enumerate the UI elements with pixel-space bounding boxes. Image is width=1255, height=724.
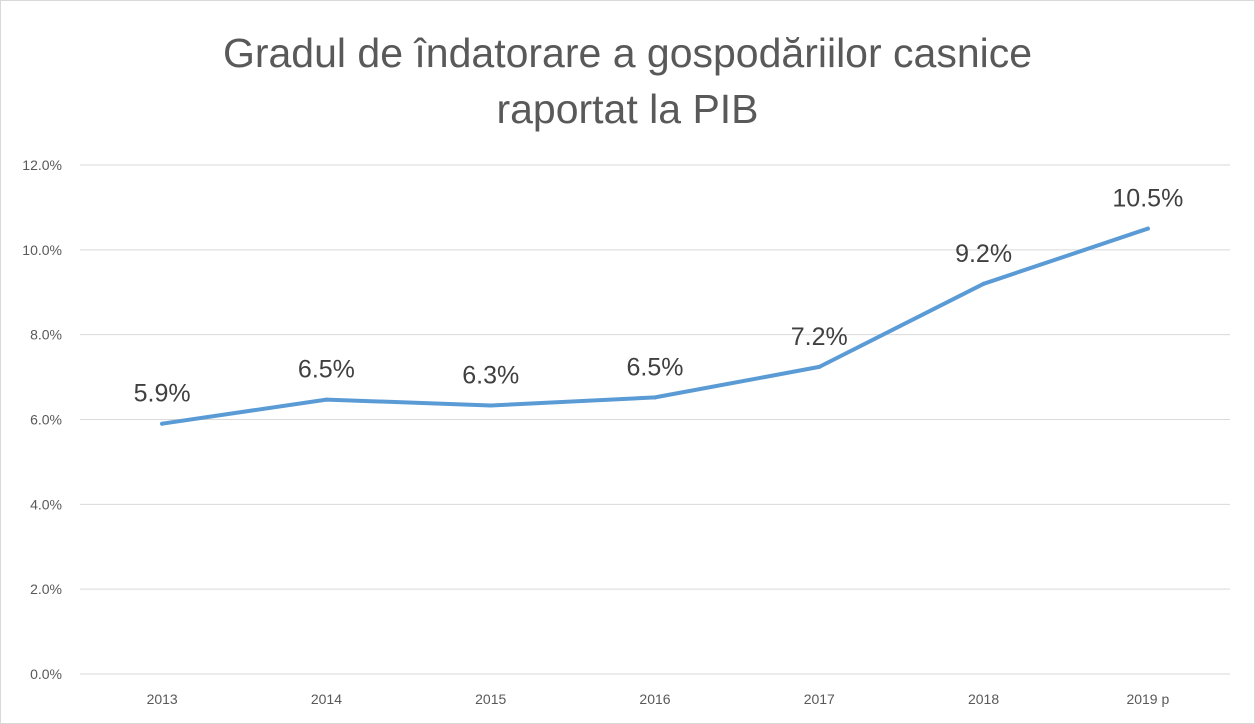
data-point [653,395,657,400]
data-labels: 5.9% 6.5% 6.3% 6.5% 7.2% 9.2% 10.5% [134,185,1184,408]
data-point [488,403,493,408]
y-tick-label: 10.0% [22,242,62,258]
chart-title: Gradul de îndatorare a gospodăriilor cas… [1,25,1254,137]
x-tick-label: 2017 [804,691,835,707]
data-point [1145,226,1150,231]
x-tick-label: 2015 [475,691,506,707]
y-tick-label: 2.0% [30,581,62,597]
y-tick-label: 0.0% [30,666,62,682]
data-label: 9.2% [955,240,1012,268]
data-point [817,364,822,369]
data-label: 6.3% [462,362,519,390]
data-point [160,421,165,426]
chart-title-line-2: raportat la PIB [496,86,759,132]
y-tick-label: 12.0% [22,157,62,173]
y-tick-label: 4.0% [30,496,62,512]
data-label: 6.5% [627,353,684,381]
data-point [324,397,329,402]
y-tick-label: 8.0% [30,327,62,343]
x-tick-label: 2019 p [1126,691,1169,707]
x-tick-label: 2018 [968,691,999,707]
data-point [981,281,986,286]
x-tick-label: 2016 [639,691,670,707]
data-label: 5.9% [134,380,191,408]
data-label: 7.2% [791,323,848,351]
x-tick-label: 2013 [147,691,178,707]
series-group [160,226,1150,426]
x-axis-ticks: 2013 2014 2015 2016 2017 2018 2019 p [147,691,1170,707]
data-label: 10.5% [1112,185,1183,213]
gridlines [80,164,1230,675]
chart-title-line-1: Gradul de îndatorare a gospodăriilor cas… [222,30,1033,76]
y-axis-ticks: 0.0% 2.0% 4.0% 6.0% 8.0% 10.0% 12.0% [22,157,62,682]
data-label: 6.5% [298,356,355,384]
y-tick-label: 6.0% [30,412,62,428]
x-tick-label: 2014 [311,691,342,707]
